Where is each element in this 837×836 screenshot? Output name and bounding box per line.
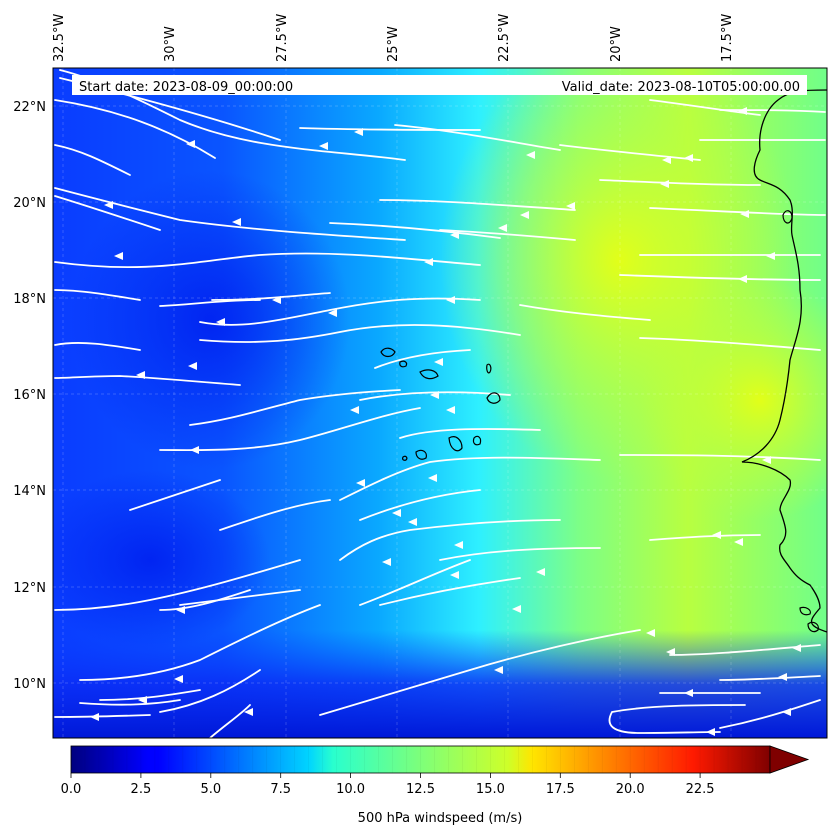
colorbar-ticks: 0.0 2.5 5.0 7.5 10.0 12.5 15.0 17.5 20.0 22.5 (61, 746, 757, 797)
lat-tick-label: 20°N (13, 196, 46, 211)
coastlines (380, 89, 827, 633)
lon-tick-label: 27.5°W (275, 14, 290, 62)
colorbar-tick-label: 5.0 (200, 782, 221, 797)
colorbar: 0.0 2.5 5.0 7.5 10.0 12.5 15.0 17.5 20.0 22.5 500… (61, 745, 810, 826)
colorbar-tick-label: 20.0 (616, 782, 645, 797)
lon-tick-label: 22.5°W (497, 14, 512, 62)
lon-tick-label: 20°W (609, 26, 624, 62)
lat-tick-label: 18°N (13, 292, 46, 307)
map-frame (52, 67, 828, 739)
colorbar-tick-label: 17.5 (546, 782, 575, 797)
colorbar-extend-arrow (769, 745, 810, 774)
colorbar-tick-label: 10.0 (336, 782, 365, 797)
lon-tick-label: 30°W (163, 26, 178, 62)
windspeed-low-band (53, 630, 827, 738)
colorbar-tick-label: 0.0 (61, 782, 82, 797)
lat-tick-label: 10°N (13, 677, 46, 692)
windspeed-min-area-2 (53, 470, 270, 650)
start-date-label: Start date: 2023-08-09_00:00:00 (79, 80, 293, 95)
lon-tick-label: 17.5°W (720, 14, 735, 62)
colorbar-label: 500 hPa windspeed (m/s) (358, 811, 523, 826)
colorbar-tick-label: 15.0 (476, 782, 505, 797)
windspeed-min-area (70, 170, 350, 470)
date-banner (72, 75, 807, 95)
colorbar-tick-label: 7.5 (270, 782, 291, 797)
lon-tick-label: 32.5°W (52, 14, 67, 62)
colorbar-tick-label: 2.5 (131, 782, 152, 797)
latitude-tick-labels: 22°N 20°N 18°N 16°N 14°N 12°N 10°N (13, 100, 46, 692)
lat-tick-label: 14°N (13, 484, 46, 499)
valid-date-label: Valid_date: 2023-08-10T05:00:00.00 (562, 80, 800, 95)
lon-tick-label: 25°W (386, 26, 401, 62)
lat-tick-label: 12°N (13, 581, 46, 596)
gridlines (53, 68, 827, 738)
colorbar-tick-label: 22.5 (686, 782, 715, 797)
streamlines (54, 69, 826, 738)
lat-tick-label: 16°N (13, 388, 46, 403)
longitude-tick-labels: 32.5°W 30°W 27.5°W 25°W 22.5°W 20°W 17.5°W (52, 14, 735, 62)
lat-tick-label: 22°N (13, 100, 46, 115)
colorbar-tick-label: 12.5 (406, 782, 435, 797)
map-panel: Start date: 2023-08-09_00:00:00 Valid_da… (53, 68, 827, 738)
